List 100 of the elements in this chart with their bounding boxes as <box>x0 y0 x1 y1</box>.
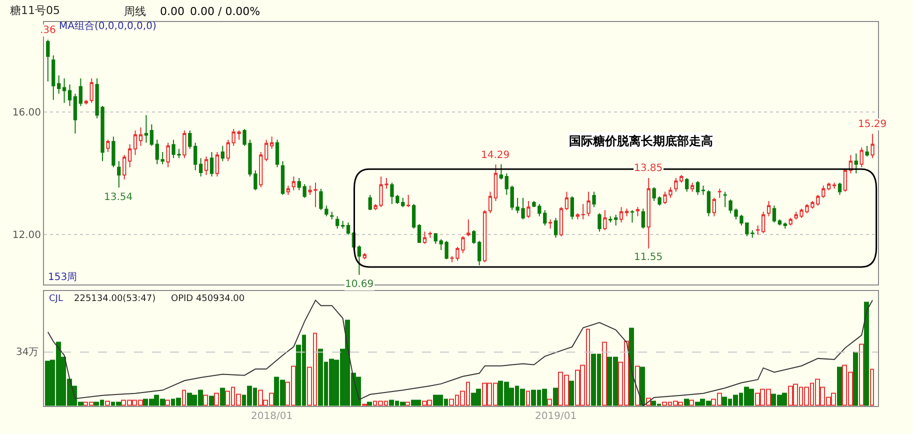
candlestick <box>778 218 782 226</box>
candlestick <box>340 220 345 230</box>
candlestick <box>292 176 296 191</box>
x-tick-label: 2018/01 <box>251 411 293 422</box>
candlestick <box>133 130 138 156</box>
annotation: MA组合(0,0,0,0,0,0) <box>59 20 156 32</box>
candlestick <box>494 164 498 202</box>
candlestick <box>718 188 722 198</box>
candlestick <box>434 232 438 244</box>
candlestick <box>259 151 263 188</box>
bar <box>635 366 640 406</box>
candlestick <box>843 168 848 192</box>
bar <box>864 302 869 406</box>
candlestick <box>860 146 864 168</box>
candlestick <box>330 211 334 220</box>
candlestick <box>52 54 56 100</box>
candlestick <box>472 230 476 244</box>
candlestick <box>188 130 192 150</box>
candlestick <box>270 136 274 150</box>
bar <box>547 398 552 406</box>
y-tick-label: 16.00 <box>12 108 41 119</box>
candlestick <box>46 39 50 82</box>
bar <box>220 388 225 406</box>
annotation: 153周 <box>48 272 78 283</box>
candlestick <box>368 194 372 211</box>
candlestick <box>865 145 869 158</box>
candlestick <box>619 206 624 223</box>
candlestick <box>155 139 159 165</box>
candlestick <box>827 182 831 191</box>
candlestick <box>117 160 121 188</box>
annotation: 225134.00(53:47) <box>74 294 156 304</box>
candlestick <box>194 142 198 171</box>
bar <box>367 402 372 406</box>
candlestick <box>788 217 792 226</box>
candlestick <box>608 216 612 223</box>
candlestick <box>406 194 410 208</box>
candlestick <box>570 196 574 220</box>
candlestick <box>870 133 874 159</box>
candlestick <box>78 78 83 106</box>
candlestick <box>150 124 154 146</box>
candlestick <box>84 99 88 105</box>
candlestick <box>646 178 650 249</box>
text: 0.00 <box>160 5 184 18</box>
candlestick <box>526 200 530 218</box>
candlestick <box>182 130 186 159</box>
candlestick <box>357 244 362 276</box>
candlestick <box>603 210 607 231</box>
candlestick <box>280 160 285 196</box>
candlestick <box>128 144 132 168</box>
bar <box>853 352 858 406</box>
candlestick <box>62 78 66 104</box>
candlestick <box>854 152 858 174</box>
candlestick <box>275 139 280 168</box>
candlestick <box>138 126 143 146</box>
bar <box>569 380 574 406</box>
candlestick <box>428 231 432 238</box>
bar <box>837 366 842 406</box>
candlestick <box>220 145 224 162</box>
bar <box>553 388 558 406</box>
candlestick <box>417 223 422 243</box>
candlestick <box>685 178 689 192</box>
chart-title: 糖11号05 <box>10 4 60 17</box>
y-tick-label: 12.00 <box>12 230 41 242</box>
bar <box>859 344 864 406</box>
candlestick <box>198 158 203 177</box>
candlestick <box>772 205 776 223</box>
bar <box>209 396 214 406</box>
candlestick <box>466 218 470 237</box>
bar <box>870 368 874 406</box>
candlestick <box>73 93 78 134</box>
candlestick <box>581 204 585 220</box>
bar <box>105 400 110 406</box>
candlestick <box>564 191 569 211</box>
candlestick <box>482 210 487 263</box>
bar <box>689 400 694 406</box>
candlestick <box>701 185 706 196</box>
candlestick <box>559 206 564 237</box>
candlestick <box>636 206 640 217</box>
candlestick <box>641 208 646 230</box>
annotation: 13.54 <box>104 192 133 203</box>
candlestick <box>690 182 694 192</box>
candlestick <box>478 240 482 266</box>
candlestick <box>264 139 268 162</box>
candlestick <box>554 217 558 238</box>
candlestick <box>106 139 110 152</box>
candlestick <box>504 172 508 196</box>
text: 0.00 / 0.00% <box>190 5 260 18</box>
bar <box>684 398 689 406</box>
candlestick <box>630 210 634 223</box>
bar <box>165 400 170 406</box>
candlestick <box>592 191 596 208</box>
candlestick <box>783 222 787 230</box>
candlestick <box>286 185 290 196</box>
bar <box>405 402 410 406</box>
bar <box>629 328 634 406</box>
candlestick <box>598 212 602 232</box>
annotation: .36 <box>40 25 56 36</box>
annotation: OPID 450934.00 <box>171 294 245 304</box>
candlestick <box>319 188 323 211</box>
candlestick <box>68 84 72 106</box>
